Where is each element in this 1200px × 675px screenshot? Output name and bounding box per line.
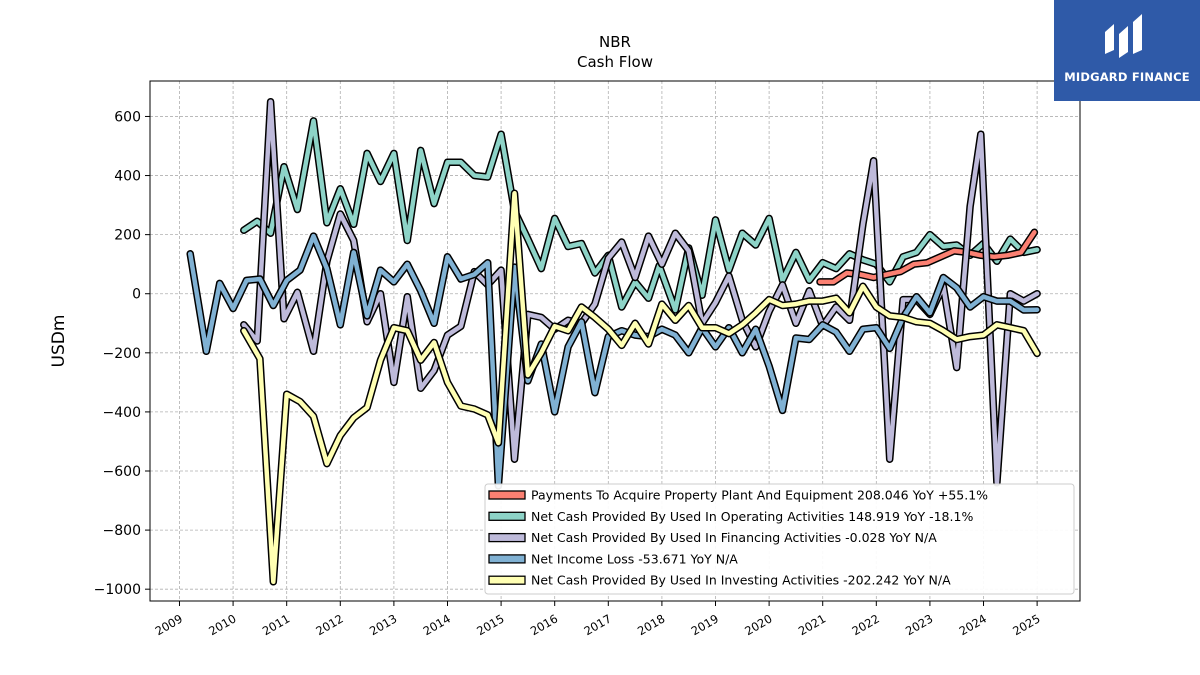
legend-entry: Net Cash Provided By Used In Operating A…	[531, 509, 973, 524]
y-tick-label: 0	[132, 287, 141, 303]
x-tick-label: 2010	[206, 611, 238, 638]
x-tick-label: 2021	[796, 611, 828, 638]
legend-entry: Net Income Loss -53.671 YoY N/A	[531, 551, 738, 566]
legend-entry: Net Cash Provided By Used In Financing A…	[531, 530, 937, 545]
y-tick-label: −200	[103, 346, 141, 362]
legend-entry: Payments To Acquire Property Plant And E…	[531, 488, 988, 503]
series-stroke	[241, 191, 1040, 585]
legend-box	[484, 483, 1075, 595]
midgard-logo-icon	[1105, 14, 1142, 58]
x-tick-label: 2013	[367, 611, 399, 638]
x-tick-label: 2018	[635, 611, 667, 638]
legend-swatch	[488, 554, 526, 564]
y-tick-label: 200	[114, 228, 141, 244]
y-axis-label: USDm	[49, 315, 69, 368]
y-tick-label: 600	[114, 109, 141, 125]
x-tick-label: 2020	[742, 611, 774, 638]
x-tick-label: 2012	[313, 611, 345, 638]
legend-swatch	[488, 532, 526, 543]
series-line-0	[240, 117, 1041, 314]
y-tick-label: 400	[114, 169, 141, 185]
x-tick-label: 2019	[689, 611, 721, 638]
x-tick-label: 2024	[957, 611, 989, 638]
series-stroke	[241, 99, 1040, 486]
legend-swatch	[488, 490, 526, 500]
chart-title: NBR	[599, 33, 631, 51]
y-tick-label: −800	[103, 523, 141, 539]
legend: Payments To Acquire Property Plant And E…	[484, 483, 1075, 595]
logo: MIDGARD FINANCE	[1054, 0, 1200, 101]
x-tick-label: 2022	[849, 611, 881, 638]
x-tick-label: 2014	[421, 611, 453, 638]
y-tick-label: −600	[103, 464, 141, 480]
x-tick-label: 2009	[153, 611, 185, 638]
x-tick-label: 2015	[474, 611, 506, 638]
legend-swatch	[488, 575, 526, 585]
series-stroke	[241, 118, 1040, 313]
logo-text: MIDGARD FINANCE	[1064, 70, 1190, 84]
legend-swatch	[488, 511, 526, 521]
plot-area	[149, 80, 1081, 602]
y-tick-label: −1000	[94, 582, 141, 598]
series-line-4	[240, 189, 1041, 586]
y-tick-label: −400	[103, 405, 141, 421]
x-tick-label: 2025	[1010, 611, 1042, 638]
x-tick-label: 2011	[260, 611, 292, 638]
chart-subtitle: Cash Flow	[577, 53, 653, 71]
x-tick-label: 2023	[903, 611, 935, 638]
x-tick-label: 2017	[581, 611, 613, 638]
legend-entry: Net Cash Provided By Used In Investing A…	[531, 573, 951, 588]
x-tick-label: 2016	[528, 611, 560, 638]
series-line-2	[240, 97, 1041, 487]
